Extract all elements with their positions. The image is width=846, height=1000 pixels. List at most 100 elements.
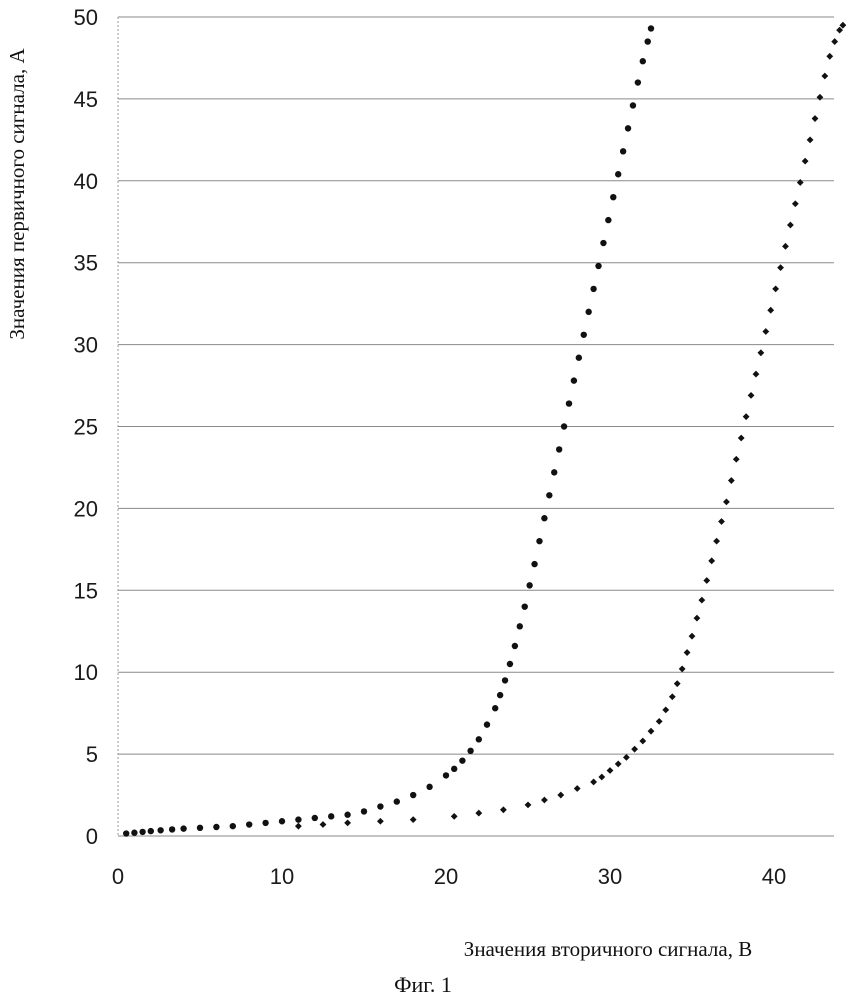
data-point-series-2 xyxy=(377,818,384,825)
data-point-series-1 xyxy=(620,148,626,154)
data-point-series-2 xyxy=(826,53,833,60)
data-point-series-2 xyxy=(836,27,843,34)
figure-caption: Фиг. 1 xyxy=(394,972,452,997)
data-point-series-1 xyxy=(536,538,542,544)
data-point-series-1 xyxy=(377,803,383,809)
data-point-series-1 xyxy=(476,736,482,742)
data-point-series-1 xyxy=(262,820,268,826)
data-point-series-1 xyxy=(279,818,285,824)
data-point-series-2 xyxy=(787,222,794,229)
y-tick-label: 5 xyxy=(86,742,98,767)
data-point-series-2 xyxy=(557,792,564,799)
gridlines xyxy=(118,17,834,836)
data-point-series-2 xyxy=(656,718,663,725)
y-tick-label: 40 xyxy=(74,169,98,194)
data-point-series-2 xyxy=(574,785,581,792)
data-point-series-1 xyxy=(576,355,582,361)
y-tick-label: 10 xyxy=(74,660,98,685)
data-point-series-2 xyxy=(689,633,696,640)
data-point-series-2 xyxy=(777,264,784,271)
data-point-series-1 xyxy=(443,772,449,778)
data-point-series-1 xyxy=(531,561,537,567)
data-point-series-2 xyxy=(772,286,779,293)
data-point-series-2 xyxy=(718,518,725,525)
y-tick-label: 20 xyxy=(74,496,98,521)
data-point-series-2 xyxy=(723,498,730,505)
data-point-series-2 xyxy=(831,38,838,45)
data-point-series-1 xyxy=(615,171,621,177)
data-point-series-1 xyxy=(361,808,367,814)
data-point-series-2 xyxy=(782,243,789,250)
data-point-series-1 xyxy=(131,830,137,836)
data-point-series-2 xyxy=(684,649,691,656)
data-point-series-2 xyxy=(475,810,482,817)
data-point-series-2 xyxy=(792,200,799,207)
data-point-series-2 xyxy=(623,754,630,761)
data-point-series-2 xyxy=(410,816,417,823)
x-axis-label: Значения вторичного сигнала, В xyxy=(464,937,752,961)
data-point-series-1 xyxy=(197,825,203,831)
data-point-series-1 xyxy=(630,102,636,108)
data-point-series-2 xyxy=(807,136,814,143)
y-tick-label: 35 xyxy=(74,251,98,276)
data-point-series-1 xyxy=(410,792,416,798)
data-point-series-1 xyxy=(551,469,557,475)
data-point-series-1 xyxy=(312,815,318,821)
data-point-series-1 xyxy=(556,446,562,452)
data-point-series-1 xyxy=(139,829,145,835)
data-point-series-2 xyxy=(679,666,686,673)
data-point-series-1 xyxy=(169,826,175,832)
data-point-series-1 xyxy=(600,240,606,246)
data-point-series-2 xyxy=(797,179,804,186)
data-point-series-1 xyxy=(246,821,252,827)
data-point-series-2 xyxy=(802,158,809,165)
data-point-series-1 xyxy=(328,813,334,819)
data-point-series-1 xyxy=(507,661,513,667)
y-tick-label: 15 xyxy=(74,578,98,603)
data-point-series-1 xyxy=(566,400,572,406)
data-point-series-1 xyxy=(148,828,154,834)
x-tick-label: 10 xyxy=(270,864,294,889)
x-tick-label: 30 xyxy=(598,864,622,889)
data-point-series-1 xyxy=(180,825,186,831)
y-axis-label: Значения первичного сигнала, А xyxy=(5,48,29,340)
data-point-series-1 xyxy=(595,263,601,269)
data-point-series-1 xyxy=(571,377,577,383)
data-point-series-1 xyxy=(648,25,654,31)
data-point-series-2 xyxy=(607,767,614,774)
data-point-series-1 xyxy=(459,757,465,763)
data-point-series-2 xyxy=(733,456,740,463)
data-point-series-1 xyxy=(561,423,567,429)
x-tick-label: 40 xyxy=(762,864,786,889)
data-point-series-2 xyxy=(500,806,507,813)
data-point-series-2 xyxy=(703,577,710,584)
data-point-series-1 xyxy=(497,692,503,698)
data-point-series-2 xyxy=(708,557,715,564)
data-point-series-2 xyxy=(698,597,705,604)
data-point-series-2 xyxy=(344,819,351,826)
data-point-series-2 xyxy=(713,538,720,545)
data-point-series-1 xyxy=(484,721,490,727)
y-tick-label: 0 xyxy=(86,824,98,849)
data-point-series-2 xyxy=(669,693,676,700)
data-point-series-2 xyxy=(525,801,532,808)
data-point-series-1 xyxy=(230,823,236,829)
data-point-series-1 xyxy=(451,766,457,772)
data-point-series-1 xyxy=(467,748,473,754)
data-point-series-2 xyxy=(648,728,655,735)
data-point-series-1 xyxy=(635,79,641,85)
data-point-series-1 xyxy=(394,798,400,804)
data-point-series-1 xyxy=(295,816,301,822)
data-point-series-2 xyxy=(762,328,769,335)
data-point-series-1 xyxy=(581,332,587,338)
data-point-series-2 xyxy=(674,680,681,687)
data-point-series-2 xyxy=(767,307,774,314)
data-point-series-2 xyxy=(757,349,764,356)
data-point-series-2 xyxy=(639,738,646,745)
data-point-series-1 xyxy=(546,492,552,498)
data-point-series-2 xyxy=(748,392,755,399)
data-point-series-2 xyxy=(753,371,760,378)
data-point-series-1 xyxy=(590,286,596,292)
y-tick-label: 45 xyxy=(74,87,98,112)
x-tick-label: 20 xyxy=(434,864,458,889)
